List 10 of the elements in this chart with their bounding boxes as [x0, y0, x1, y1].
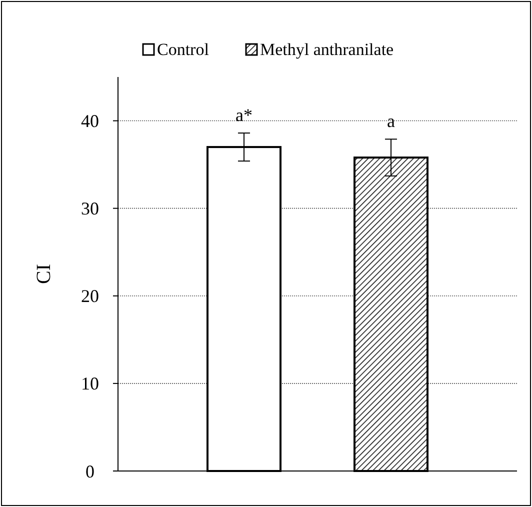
annotation: a [387, 111, 395, 132]
y-tick-label: 10 [81, 374, 99, 394]
y-tick-label: 20 [81, 286, 99, 306]
legend-label: Methyl anthranilate [260, 40, 394, 59]
y-tick-label: 30 [81, 198, 99, 219]
y-tick-label: 0 [86, 461, 94, 482]
annotation: a* [236, 105, 252, 126]
y-tick-label: 40 [81, 111, 99, 132]
legend-label: Control [157, 40, 210, 59]
y-axis-title: CI [33, 264, 55, 284]
